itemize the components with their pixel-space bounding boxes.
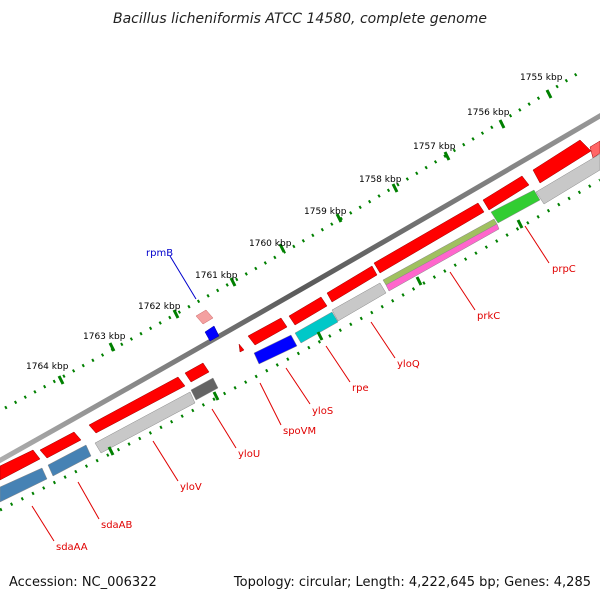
scale-label-1761: 1761 kbp — [195, 271, 238, 281]
gene-label-prpC: prpC — [552, 264, 576, 275]
topology-summary: Topology: circular; Length: 4,222,645 bp… — [233, 575, 591, 590]
gene-label-spoVM: spoVM — [283, 426, 316, 437]
gene-label-rpe: rpe — [352, 383, 369, 394]
gene-sdaAA-reverse — [0, 467, 48, 503]
gene-label-sdaAA: sdaAA — [56, 542, 88, 553]
inner-ticks — [107, 219, 524, 456]
gene-prkC-multicolor-2 — [385, 223, 500, 292]
tick-1758 — [391, 183, 399, 193]
tick-1756 — [498, 119, 506, 129]
gene-sdaAA-forward — [0, 449, 41, 481]
leader-rpmB — [169, 255, 197, 300]
gene-forward-7 — [247, 317, 288, 346]
inner-tick-3 — [316, 331, 324, 341]
forward-genes — [0, 139, 600, 481]
gene-label-yloQ: yloQ — [397, 359, 420, 370]
leader-rpe — [325, 345, 351, 383]
scale-label-1760: 1760 kbp — [249, 239, 292, 249]
leader-spoVM — [259, 382, 282, 426]
gene-prpC-arrow — [589, 140, 600, 159]
tick-1761 — [229, 277, 237, 287]
leader-prpC — [524, 225, 550, 264]
gene-rpmB-pink — [195, 309, 214, 325]
scale-label-1757: 1757 kbp — [413, 142, 456, 152]
gene-prpC-green — [490, 189, 541, 224]
leader-prkC — [449, 271, 476, 311]
scale-label-1755: 1755 kbp — [520, 73, 563, 83]
label-leaders — [31, 225, 550, 542]
gene-yloV-forward — [88, 376, 186, 434]
inner-tick-5 — [107, 446, 115, 456]
leader-sdaAB — [77, 481, 100, 520]
gene-yloQ-forward — [482, 175, 530, 211]
tick-1759 — [335, 213, 343, 223]
scale-label-1763: 1763 kbp — [83, 332, 126, 342]
reverse-genes — [0, 153, 600, 503]
scale-label-1764: 1764 kbp — [26, 362, 69, 372]
inner-ruler — [0, 178, 600, 512]
gene-forward-6 — [288, 296, 328, 326]
gene-label-yloS: yloS — [312, 406, 333, 417]
gene-spoVM-forward — [238, 343, 245, 353]
tick-1763 — [108, 342, 116, 352]
scale-label-1762: 1762 kbp — [138, 302, 181, 312]
gene-forward-11 — [39, 431, 82, 459]
leader-sdaAA — [31, 505, 55, 542]
scale-ticks — [57, 89, 553, 385]
gene-label-yloU: yloU — [238, 449, 260, 460]
tick-1757 — [443, 151, 451, 161]
gene-yloQ-reverse — [331, 282, 387, 322]
gene-forward-5 — [326, 265, 378, 303]
gene-yloV-reverse — [94, 391, 196, 454]
scale-label-1758: 1758 kbp — [359, 175, 402, 185]
leader-yloV — [152, 440, 179, 482]
map-title: Bacillus licheniformis ATCC 14580, compl… — [113, 11, 487, 27]
inner-tick-2 — [415, 276, 423, 286]
gene-prkC-forward — [532, 139, 592, 184]
leader-yloU — [211, 408, 237, 449]
tick-1764 — [57, 375, 65, 385]
rpmB-genes — [195, 309, 220, 342]
scale-label-1759: 1759 kbp — [304, 207, 347, 217]
tick-1760 — [278, 243, 286, 253]
inner-tick-1 — [516, 219, 524, 229]
gene-labels: rpmB prpC prkC yloQ rpe yloS spoVM yloU … — [56, 248, 576, 553]
tick-1755 — [545, 89, 553, 99]
genome-backbone — [0, 112, 600, 464]
gene-yloU-reverse — [190, 377, 219, 401]
gene-label-rpmB: rpmB — [146, 248, 173, 259]
gene-label-prkC: prkC — [477, 311, 500, 322]
tick-1762 — [172, 309, 180, 319]
gene-rpe-reverse — [294, 311, 339, 344]
gene-forward-4 — [373, 202, 485, 274]
scale-labels: 1755 kbp 1756 kbp 1757 kbp 1758 kbp 1759… — [26, 73, 563, 372]
gene-prpC-reverse — [535, 153, 600, 205]
gene-sdaAB-reverse — [47, 444, 92, 477]
gene-label-sdaAB: sdaAB — [101, 520, 133, 531]
leader-yloQ — [370, 321, 396, 359]
scale-ruler — [4, 70, 581, 410]
gene-forward-9 — [184, 362, 210, 383]
inner-tick-4 — [212, 391, 220, 401]
accession-text: Accession: NC_006322 — [9, 575, 157, 590]
gene-label-yloV: yloV — [180, 482, 202, 493]
gene-rpmB-blue — [204, 325, 220, 342]
gene-yloS-reverse — [253, 334, 298, 365]
leader-yloS — [285, 367, 311, 405]
scale-label-1756: 1756 kbp — [467, 108, 510, 118]
